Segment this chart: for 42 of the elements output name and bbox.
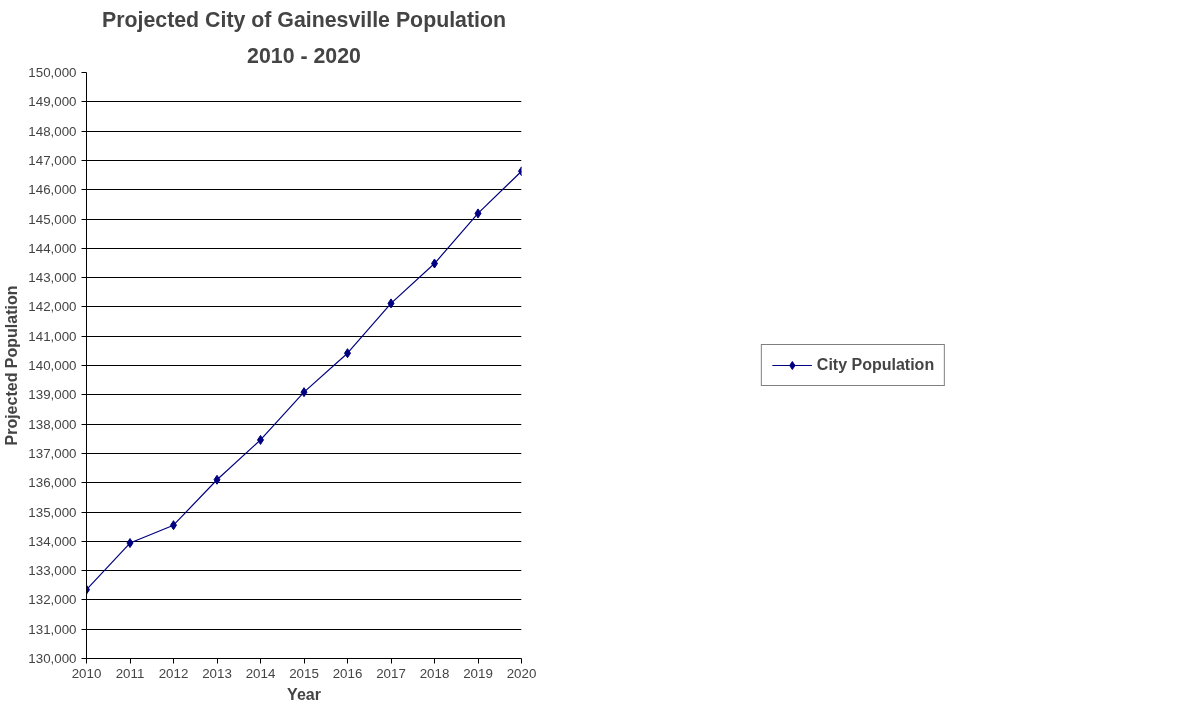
legend-label: City Population bbox=[816, 356, 935, 374]
y-tick-label: 141,000 bbox=[28, 328, 77, 344]
y-tick-label: 143,000 bbox=[28, 270, 77, 286]
point bbox=[126, 538, 134, 549]
y-tick-label: 135,000 bbox=[28, 504, 77, 520]
x-tick-label: 2018 bbox=[419, 665, 450, 681]
chart-subtitle: 2010 - 2020 bbox=[247, 43, 361, 68]
x-axis-title: Year bbox=[287, 685, 321, 703]
y-tick-label: 145,000 bbox=[28, 211, 77, 227]
x-tick-label: 2017 bbox=[376, 665, 406, 681]
y-tick-label: 136,000 bbox=[28, 475, 77, 491]
y-tick-label: 131,000 bbox=[28, 621, 77, 637]
point bbox=[213, 474, 221, 485]
y-tick-label: 132,000 bbox=[28, 592, 77, 608]
y-tick-label: 142,000 bbox=[28, 299, 77, 315]
x-tick-label: 2014 bbox=[245, 665, 276, 681]
x-tick-label: 2019 bbox=[463, 665, 493, 681]
y-tick-label: 149,000 bbox=[28, 94, 77, 110]
x-tick-label: 2013 bbox=[202, 665, 232, 681]
point bbox=[300, 387, 308, 398]
y-tick-label: 147,000 bbox=[28, 152, 77, 168]
y-axis-title: Projected Population bbox=[3, 285, 21, 446]
x-tick-label: 2016 bbox=[332, 665, 363, 681]
y-tick-label: 148,000 bbox=[28, 123, 77, 139]
chart-title: Projected City of Gainesville Population bbox=[101, 7, 507, 32]
y-tick-label: 139,000 bbox=[28, 387, 77, 403]
x-tick-label: 2011 bbox=[115, 665, 145, 681]
y-tick-label: 137,000 bbox=[28, 445, 77, 461]
y-tick-label: 133,000 bbox=[28, 563, 77, 579]
y-tick-label: 144,000 bbox=[28, 240, 77, 256]
point bbox=[474, 208, 482, 219]
y-tick-label: 150,000 bbox=[28, 65, 77, 80]
y-tick-label: 140,000 bbox=[28, 358, 77, 373]
y-tick-label: 146,000 bbox=[28, 182, 77, 198]
y-tick-label: 130,000 bbox=[28, 651, 77, 666]
y-tick-label: 138,000 bbox=[28, 416, 77, 432]
x-tick-label: 2015 bbox=[289, 665, 319, 681]
x-tick-label: 2012 bbox=[158, 665, 189, 681]
x-tick-label: 2010 bbox=[71, 665, 102, 681]
x-tick-label: 2020 bbox=[506, 665, 537, 681]
y-tick-label: 134,000 bbox=[28, 533, 77, 549]
point bbox=[387, 298, 395, 309]
